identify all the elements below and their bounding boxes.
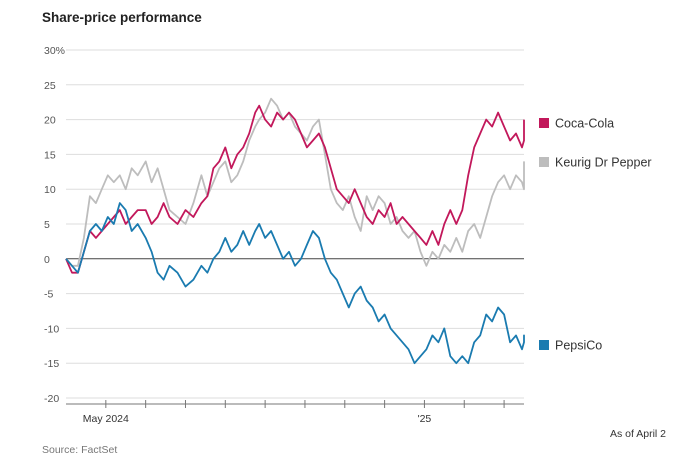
- y-tick-label: -20: [44, 393, 59, 405]
- legend-swatch-pepsico: [539, 340, 549, 350]
- y-tick-label: -5: [44, 289, 53, 301]
- series-line-keurig-dr-pepper: [65, 97, 525, 267]
- legend-label-pepsico: PepsiCo: [555, 339, 602, 353]
- y-tick-label: 0: [44, 254, 50, 266]
- x-tick-label: May 2024: [83, 413, 129, 425]
- legend-swatch-coca-cola: [539, 118, 549, 128]
- legend-label-keurig-dr-pepper: Keurig Dr Pepper: [555, 156, 652, 170]
- as-of-note: As of April 2: [609, 428, 666, 440]
- x-tick-label: '25: [418, 413, 432, 425]
- y-tick-label: 25: [44, 80, 56, 92]
- y-tick-label: 30%: [44, 45, 65, 57]
- legend-swatch-keurig-dr-pepper: [539, 157, 549, 167]
- y-tick-label: -15: [44, 358, 59, 370]
- y-tick-label: 20: [44, 115, 56, 127]
- series-line-coca-cola: [65, 104, 525, 274]
- source-note: Source: FactSet: [42, 444, 118, 456]
- legend-label-coca-cola: Coca-Cola: [555, 117, 614, 131]
- series-line-pepsico: [65, 202, 525, 365]
- chart-title: Share-price performance: [42, 10, 202, 25]
- y-tick-label: 15: [44, 149, 56, 161]
- y-tick-label: -10: [44, 323, 59, 335]
- y-tick-label: 5: [44, 219, 50, 231]
- y-tick-label: 10: [44, 184, 56, 196]
